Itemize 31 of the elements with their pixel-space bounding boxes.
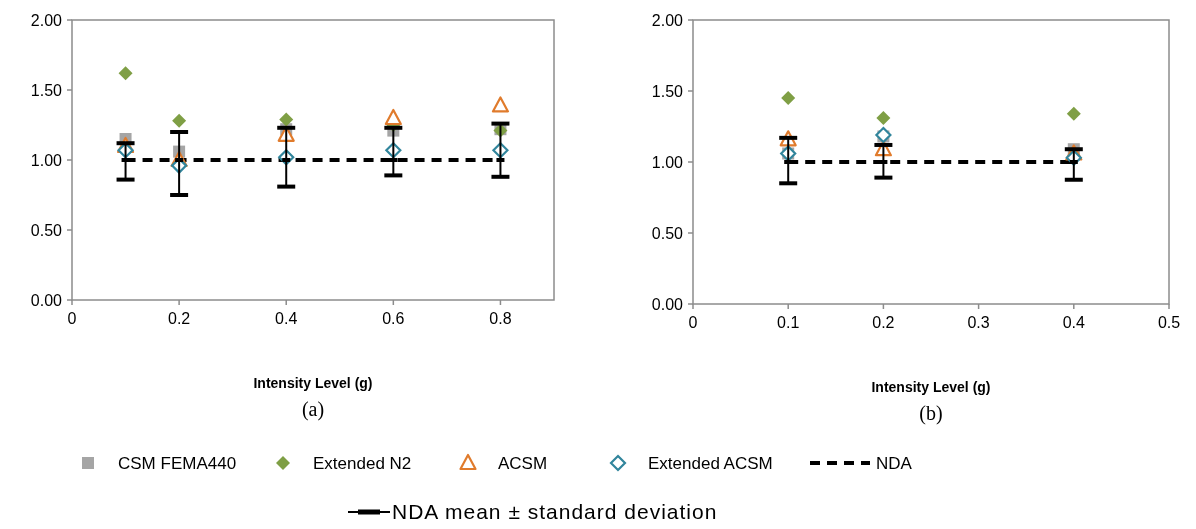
y-tick-label: 1.00	[30, 151, 63, 169]
y-tick-label: 1.50	[30, 81, 63, 99]
x-tick-label: 0.1	[777, 314, 800, 331]
y-tick-label: 0.00	[651, 295, 684, 313]
legend-label: Extended N2	[313, 453, 412, 473]
y-tick-label: 0.50	[30, 221, 63, 239]
y-tick-label: 0.50	[651, 224, 684, 242]
y-tick-label: 1.00	[651, 153, 684, 171]
y-tick-label: 2.00	[30, 11, 63, 29]
x-axis-title: Intensity Level (g)	[253, 375, 373, 391]
y-tick-label: 2.00	[651, 11, 684, 29]
y-tick-label: 0.00	[30, 291, 63, 309]
x-tick-label: 0	[688, 314, 698, 331]
x-tick-label: 0.4	[1062, 314, 1086, 331]
x-tick-label: 0.5	[1157, 314, 1181, 331]
legend-label: Extended ACSM	[648, 453, 773, 473]
legend-label: NDA mean ± standard deviation	[392, 500, 718, 524]
x-tick-label: 0.6	[382, 310, 405, 327]
x-tick-label: 0	[67, 310, 77, 327]
legend-label: ACSM	[498, 453, 548, 473]
legend-label: NDA	[876, 453, 913, 473]
y-tick-label: 1.50	[651, 82, 684, 100]
x-axis-title: Intensity Level (g)	[871, 379, 991, 395]
x-tick-label: 0.2	[167, 310, 191, 327]
legend-label: CSM FEMA440	[118, 453, 237, 473]
x-tick-label: 0.2	[872, 314, 895, 331]
x-tick-label: 0.8	[489, 310, 512, 327]
text: (a)	[301, 398, 325, 421]
x-tick-label: 0.4	[275, 310, 298, 327]
text: (b)	[919, 402, 943, 425]
x-tick-label: 0.3	[967, 314, 990, 331]
